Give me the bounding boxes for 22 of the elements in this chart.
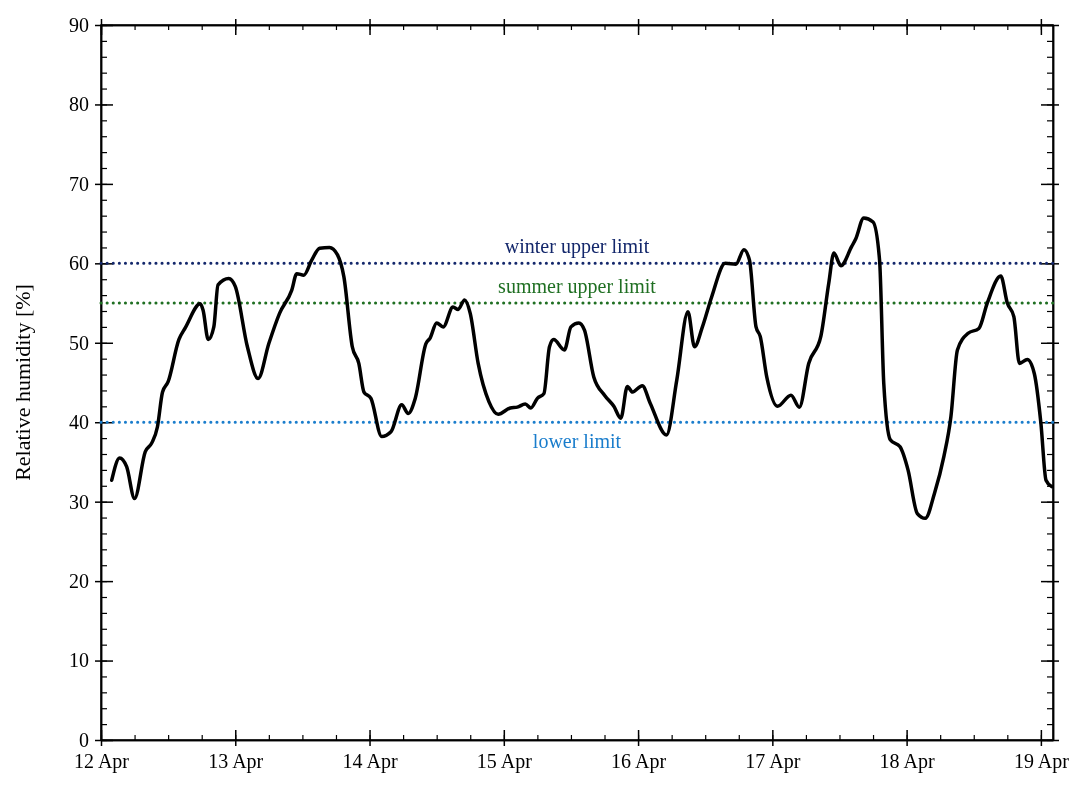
x-tick-label: 12 Apr <box>74 750 130 774</box>
y-tick-label: 50 <box>69 331 89 354</box>
x-tick-label: 15 Apr <box>476 750 533 774</box>
y-tick-label: 10 <box>69 649 89 672</box>
y-tick-label: 20 <box>69 570 89 593</box>
y-tick-label: 40 <box>69 411 89 434</box>
y-axis-title: Relative humidity [%] <box>10 284 35 481</box>
x-tick-label: 13 Apr <box>208 750 264 774</box>
y-tick-label: 80 <box>69 93 89 116</box>
x-tick-label: 19 Apr <box>1013 750 1070 774</box>
x-tick-label: 14 Apr <box>342 750 398 774</box>
x-tick-label: 18 Apr <box>879 750 935 774</box>
ref-line-label: winter upper limit <box>504 235 650 259</box>
y-tick-label: 90 <box>69 13 89 36</box>
y-tick-label: 60 <box>69 252 89 275</box>
ref-line-label: lower limit <box>532 430 622 453</box>
y-tick-label: 0 <box>79 728 89 751</box>
y-tick-label: 30 <box>69 490 89 513</box>
ref-line-label: summer upper limit <box>498 275 657 299</box>
y-tick-label: 70 <box>69 172 89 195</box>
x-tick-label: 16 Apr <box>611 750 667 774</box>
x-tick-label: 17 Apr <box>745 750 801 774</box>
